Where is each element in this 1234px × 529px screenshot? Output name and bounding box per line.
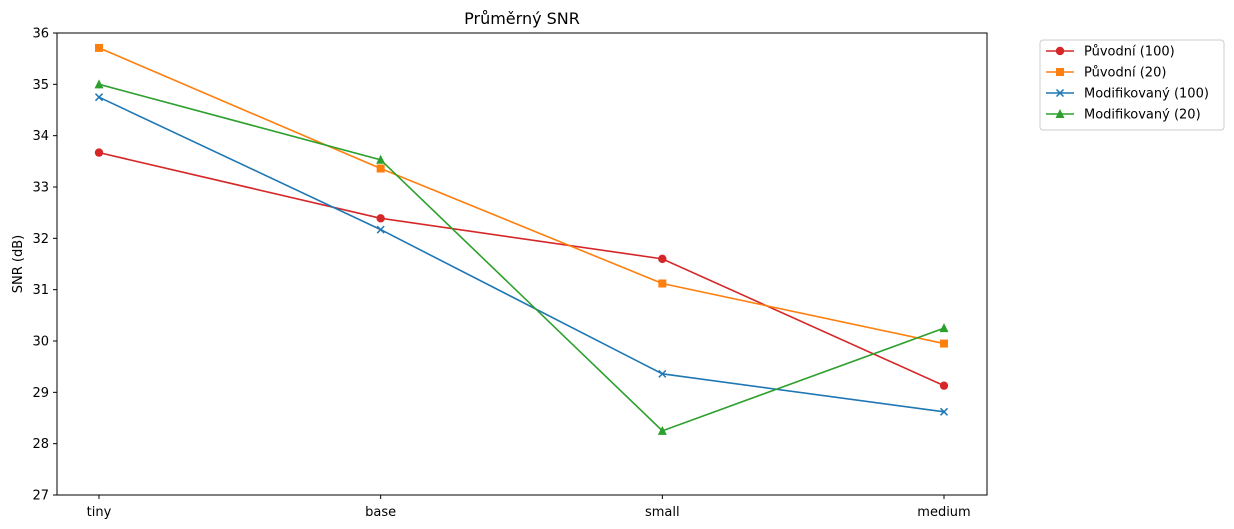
legend-marker <box>1055 109 1065 118</box>
legend-label: Modifikovaný (100) <box>1084 87 1209 102</box>
legend-label: Původní (20) <box>1084 66 1166 81</box>
series-line <box>98 96 945 413</box>
x-tick-label: tiny <box>87 505 112 520</box>
series-line <box>98 83 945 432</box>
y-tick-label: 34 <box>32 129 49 144</box>
data-point <box>376 225 385 234</box>
y-tick-label: 31 <box>32 283 49 298</box>
data-point <box>94 93 104 102</box>
series-1 <box>95 43 948 348</box>
legend-marker <box>1055 46 1065 56</box>
legend-marker <box>1055 88 1065 98</box>
series-line <box>98 47 945 345</box>
legend-item: Modifikovaný (100) <box>1046 87 1209 102</box>
y-tick-label: 36 <box>32 27 49 42</box>
data-point <box>939 407 949 416</box>
y-axis-label: SNR (dB) <box>11 235 26 293</box>
y-tick-label: 29 <box>32 386 49 401</box>
y-tick-label: 33 <box>32 181 49 196</box>
legend-item: Původní (100) <box>1046 45 1175 60</box>
x-tick-label: small <box>645 505 680 520</box>
data-point <box>94 79 104 89</box>
series-3 <box>94 79 949 435</box>
x-tick-label: base <box>365 505 396 520</box>
data-point <box>94 148 104 157</box>
x-tick-label: medium <box>917 505 970 520</box>
plot-frame <box>56 32 988 496</box>
y-tick-label: 28 <box>32 437 49 452</box>
data-point <box>376 164 385 173</box>
legend-item: Původní (20) <box>1046 66 1166 81</box>
data-point <box>376 214 385 223</box>
legend-label: Modifikovaný (20) <box>1084 108 1201 123</box>
data-point <box>658 279 667 288</box>
data-point <box>939 381 949 390</box>
legend-box <box>1039 39 1225 131</box>
legend: Původní (100) Původní (20) Modifikovaný (1… <box>1039 39 1225 131</box>
data-point <box>658 369 667 378</box>
series-line <box>98 151 945 387</box>
series-layer <box>94 43 949 435</box>
data-point <box>657 425 667 435</box>
legend-item: Modifikovaný (20) <box>1046 108 1201 123</box>
series-2 <box>94 93 949 416</box>
chart-title: Průměrný SNR <box>464 9 580 28</box>
legend-marker <box>1056 68 1064 76</box>
data-point <box>940 339 948 348</box>
legend-label: Původní (100) <box>1084 45 1175 60</box>
y-tick-label: 35 <box>32 78 49 93</box>
y-tick-label: 27 <box>32 489 49 504</box>
axis-ticks: 27 28 29 30 31 32 33 34 35 36 tiny base small medium <box>32 27 970 521</box>
data-point <box>95 43 103 52</box>
y-tick-label: 30 <box>32 335 49 350</box>
series-0 <box>94 148 949 390</box>
y-tick-label: 32 <box>32 232 49 247</box>
data-point <box>658 254 667 264</box>
data-point <box>939 323 949 333</box>
data-point <box>376 154 386 164</box>
